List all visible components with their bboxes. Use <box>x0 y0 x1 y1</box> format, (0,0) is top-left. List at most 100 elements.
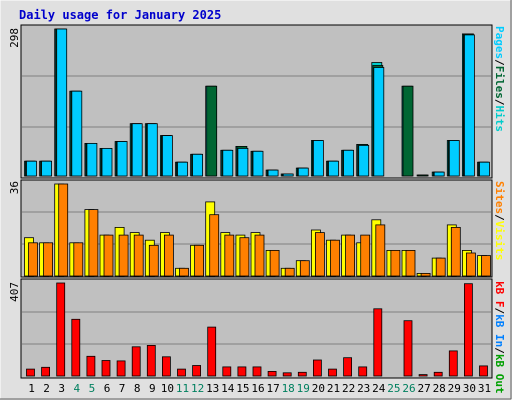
legend-entry: / <box>493 99 506 106</box>
hits-bars <box>24 28 490 177</box>
day-label: 12 <box>191 382 204 395</box>
sites-bar <box>345 234 356 277</box>
legend-entry: kB F <box>493 281 506 308</box>
pages-bar <box>448 140 460 177</box>
day-label: 18 <box>282 382 295 395</box>
day-label: 30 <box>463 382 476 395</box>
kbf-bar <box>222 366 232 377</box>
y-max-kbytes-label: 407 <box>8 282 21 302</box>
sites-bar <box>43 242 53 277</box>
kbf-bar <box>146 344 156 377</box>
pages-bar <box>312 140 324 177</box>
legend-entry: Pages <box>493 26 506 59</box>
pages-bar <box>41 160 52 177</box>
sites-bar <box>360 234 371 277</box>
sites-bar <box>314 232 325 277</box>
sites-bar <box>239 237 250 277</box>
visits-legend: Sites/Visits <box>493 181 506 261</box>
day-label: 8 <box>134 382 141 395</box>
day-label: 16 <box>251 382 264 395</box>
legend-entry: Visits <box>493 221 506 261</box>
day-label: 1 <box>28 382 35 395</box>
pages-bar <box>267 169 279 177</box>
kbf-bar <box>312 359 322 377</box>
kbf-bar <box>373 308 383 377</box>
kbf-bar <box>358 366 368 377</box>
kbytes-legend: kB F/kB In/kB Out <box>493 281 506 394</box>
day-label: 26 <box>402 382 415 395</box>
day-label: 19 <box>297 382 310 395</box>
legend-entry: Sites <box>493 181 506 214</box>
day-label: 17 <box>266 382 279 395</box>
day-label: 28 <box>433 382 446 395</box>
pages-bar <box>433 171 445 177</box>
kbf-bar <box>343 357 353 377</box>
kbf-bar <box>86 355 96 377</box>
legend-entry: Files <box>493 66 506 99</box>
day-label: 14 <box>221 382 235 395</box>
legend-entry: kB Out <box>493 354 506 394</box>
day-label: 27 <box>417 382 430 395</box>
day-label: 11 <box>176 382 189 395</box>
kbf-bar <box>252 366 262 377</box>
day-label: 31 <box>478 382 491 395</box>
sites-bar <box>420 272 431 277</box>
pages-bar <box>222 149 234 177</box>
day-label: 21 <box>327 382 340 395</box>
pages-bar <box>26 160 37 177</box>
kbf-bar <box>267 370 277 377</box>
day-label: 29 <box>448 382 461 395</box>
pages-bar <box>161 135 173 177</box>
day-label: 23 <box>357 382 370 395</box>
kbytes-panel <box>21 279 492 378</box>
sites-bar <box>163 234 174 277</box>
pages-bar <box>479 161 490 177</box>
sites-bar <box>28 242 38 277</box>
day-label: 15 <box>236 382 249 395</box>
kbf-bar <box>41 366 50 377</box>
legend-entry: / <box>493 347 506 354</box>
pages-bar <box>373 67 385 177</box>
sites-bar <box>390 249 401 277</box>
kbf-bar <box>131 346 141 377</box>
kbf-bar <box>463 283 473 377</box>
y-max-hits-label: 298 <box>8 28 21 48</box>
day-label: 13 <box>206 382 219 395</box>
pages-bar <box>297 167 309 177</box>
day-label: 5 <box>89 382 96 395</box>
pages-bar <box>177 161 188 177</box>
panel-borders <box>20 24 493 379</box>
kbf-bar <box>448 350 458 377</box>
sites-bar <box>375 224 386 277</box>
sites-bar <box>179 267 189 277</box>
kbf-bar <box>101 360 111 377</box>
day-label: 25 <box>387 382 400 395</box>
visits-bars <box>24 183 491 277</box>
pages-bar <box>358 144 370 177</box>
pages-bar <box>343 149 355 177</box>
legend-entry: / <box>493 308 506 315</box>
sites-bar <box>103 234 114 277</box>
kbf-bar <box>71 318 81 377</box>
day-label: 2 <box>43 382 50 395</box>
y-max-visits-label: 36 <box>8 181 21 194</box>
legend-entry: Hits <box>493 106 506 133</box>
files-bar <box>417 174 429 177</box>
day-label: 9 <box>149 382 156 395</box>
chart-title: Daily usage for January 2025 <box>19 8 221 22</box>
sites-bar <box>450 226 461 277</box>
legend-entry: / <box>493 214 506 221</box>
files-bar <box>206 85 218 177</box>
pages-bar <box>56 28 68 177</box>
kbf-bar <box>433 371 443 377</box>
sites-bar <box>330 239 340 277</box>
day-label: 4 <box>73 382 80 395</box>
kbf-bar <box>177 368 186 377</box>
sites-bar <box>88 209 99 277</box>
kbf-bar <box>161 356 171 377</box>
sites-bar <box>284 267 295 277</box>
pages-bar <box>282 173 294 177</box>
pages-bar <box>131 123 143 177</box>
kbf-bar <box>479 365 488 377</box>
